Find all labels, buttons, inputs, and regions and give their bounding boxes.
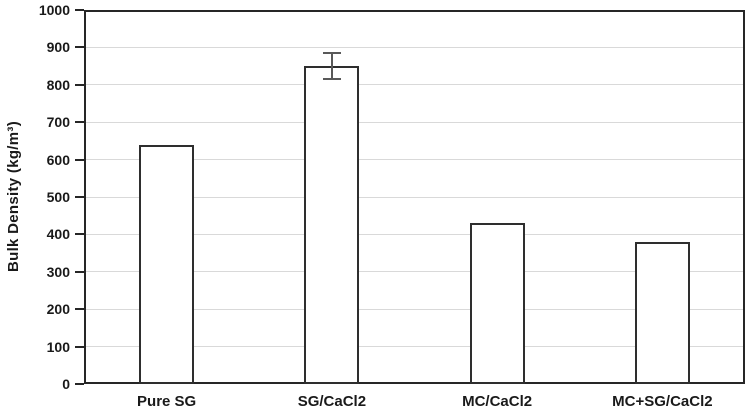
y-axis-tick [75, 196, 84, 198]
error-bar-bottom-cap [322, 78, 341, 81]
y-gridline [84, 196, 745, 198]
y-axis-tick [75, 270, 84, 273]
y-axis-tick [75, 121, 84, 124]
y-axis-tick [75, 233, 84, 236]
y-axis-tick [75, 158, 84, 161]
bar [139, 144, 195, 384]
y-tick-label: 1000 [38, 2, 70, 18]
y-tick-label: 700 [46, 114, 70, 131]
y-gridline [84, 121, 745, 123]
y-axis-tick [75, 9, 84, 11]
y-axis-tick [75, 46, 84, 49]
bar [634, 241, 690, 384]
x-tick-label: Pure SG [137, 393, 197, 410]
y-gridline [84, 271, 745, 273]
y-tick-label: 100 [46, 338, 70, 355]
y-tick-label: 600 [46, 151, 70, 168]
y-gridline [84, 46, 745, 48]
error-bar-line [330, 53, 333, 80]
plot-area-border [84, 10, 745, 384]
y-gridline [84, 159, 745, 161]
y-gridline [84, 308, 745, 310]
y-gridline [84, 84, 745, 86]
bar [304, 66, 360, 384]
y-gridline [84, 233, 745, 235]
y-gridline [84, 346, 745, 348]
y-tick-label: 200 [46, 301, 70, 318]
y-tick-label: 900 [46, 39, 70, 56]
x-tick-label: SG/CaCl2 [297, 393, 367, 410]
error-bar-top-cap [322, 52, 341, 54]
y-tick-label: 800 [46, 76, 70, 93]
y-tick-label: 500 [46, 189, 70, 205]
y-tick-label: 400 [46, 226, 70, 243]
y-tick-label: 300 [46, 263, 70, 280]
y-axis-tick [75, 345, 84, 348]
y-axis-tick [75, 308, 84, 311]
x-tick-label: MC/CaCl2 [462, 393, 533, 410]
y-axis-tick [75, 383, 84, 385]
x-tick-label: MC+SG/CaCl2 [612, 393, 713, 410]
y-axis-tick [75, 83, 84, 86]
bar [469, 223, 525, 384]
y-tick-label: 0 [62, 376, 70, 392]
